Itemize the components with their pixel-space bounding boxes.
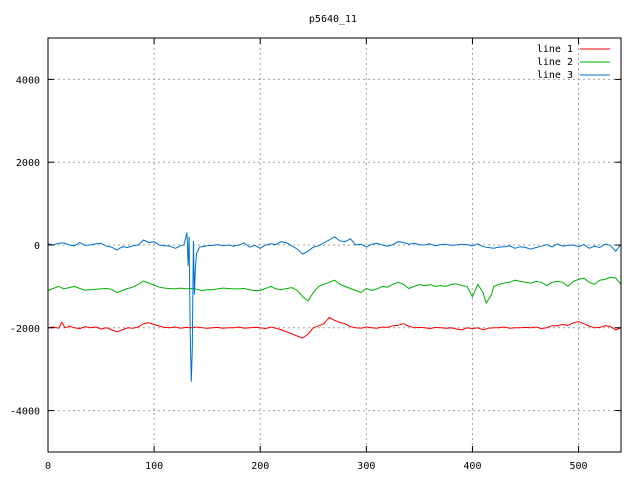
x-tick-label: 300 [357,461,375,472]
series-line-3 [47,232,622,382]
y-tick-label: 4000 [16,75,40,86]
y-tick-label: -4000 [10,407,40,418]
legend: line 1 line 2 line 3 [537,44,610,81]
x-tick-label: 0 [45,461,51,472]
y-tick-label: -2000 [10,324,40,335]
y-tick-label: 2000 [16,158,40,169]
axis-ticks: 0 100 200 300 400 500 -4000 -2000 0 2000 4000 [10,38,621,472]
x-tick-label: 500 [570,461,588,472]
x-tick-label: 100 [145,461,163,472]
x-tick-label: 200 [251,461,269,472]
chart-title: p5640_11 [309,14,357,25]
grid-lines [48,38,621,452]
legend-label: line 2 [537,57,573,68]
series-line-1 [47,316,622,339]
x-tick-label: 400 [463,461,481,472]
series-line-2 [47,276,622,305]
legend-label: line 3 [537,70,573,81]
legend-label: line 1 [537,44,573,55]
series-lines [47,232,622,382]
y-tick-label: 0 [34,241,40,252]
